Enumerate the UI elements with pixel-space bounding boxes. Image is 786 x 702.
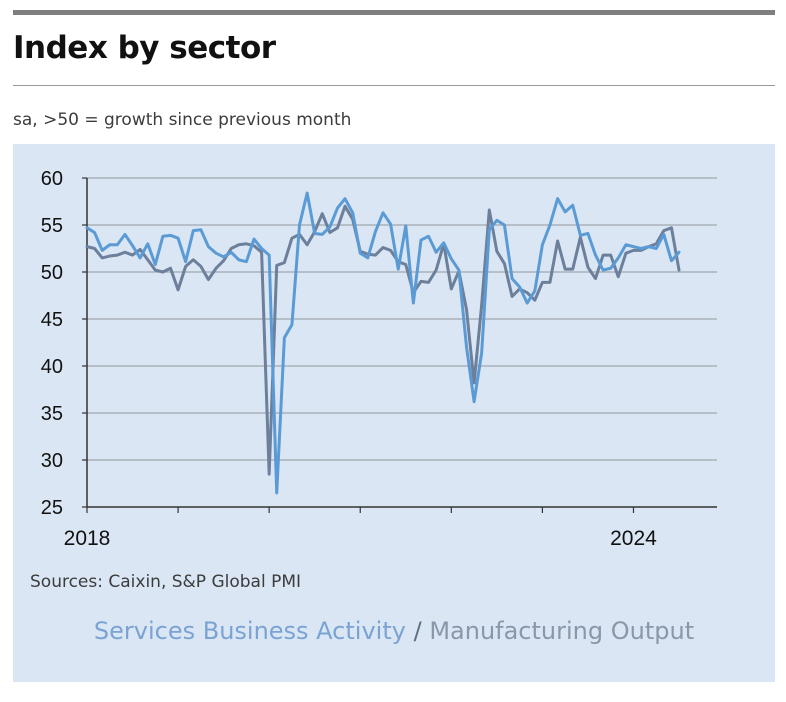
y-tick-label: 30 [41,450,63,472]
legend-separator: / [413,617,422,645]
chart-title: Index by sector [13,30,276,66]
y-tick-label: 40 [41,356,63,378]
x-tick-label: 2024 [610,527,657,550]
y-tick-label: 60 [41,168,63,190]
series-line-manufacturing [85,204,681,476]
y-tick-label: 50 [41,262,63,284]
sources-note: Sources: Caixin, S&P Global PMI [30,572,302,592]
header-divider [13,85,775,86]
chart-subtitle: sa, >50 = growth since previous month [13,110,352,130]
y-tick-label: 45 [41,309,63,331]
header-top-bar [13,10,775,15]
y-tick-label: 55 [41,215,63,237]
series-line-services [85,191,681,495]
x-tick-label: 2018 [64,527,111,550]
legend: Services Business Activity / Manufacturi… [13,617,775,645]
legend-item-manufacturing: Manufacturing Output [429,617,695,645]
legend-item-services: Services Business Activity [93,617,406,645]
y-tick-label: 25 [41,497,63,519]
y-tick-label: 35 [41,403,63,425]
